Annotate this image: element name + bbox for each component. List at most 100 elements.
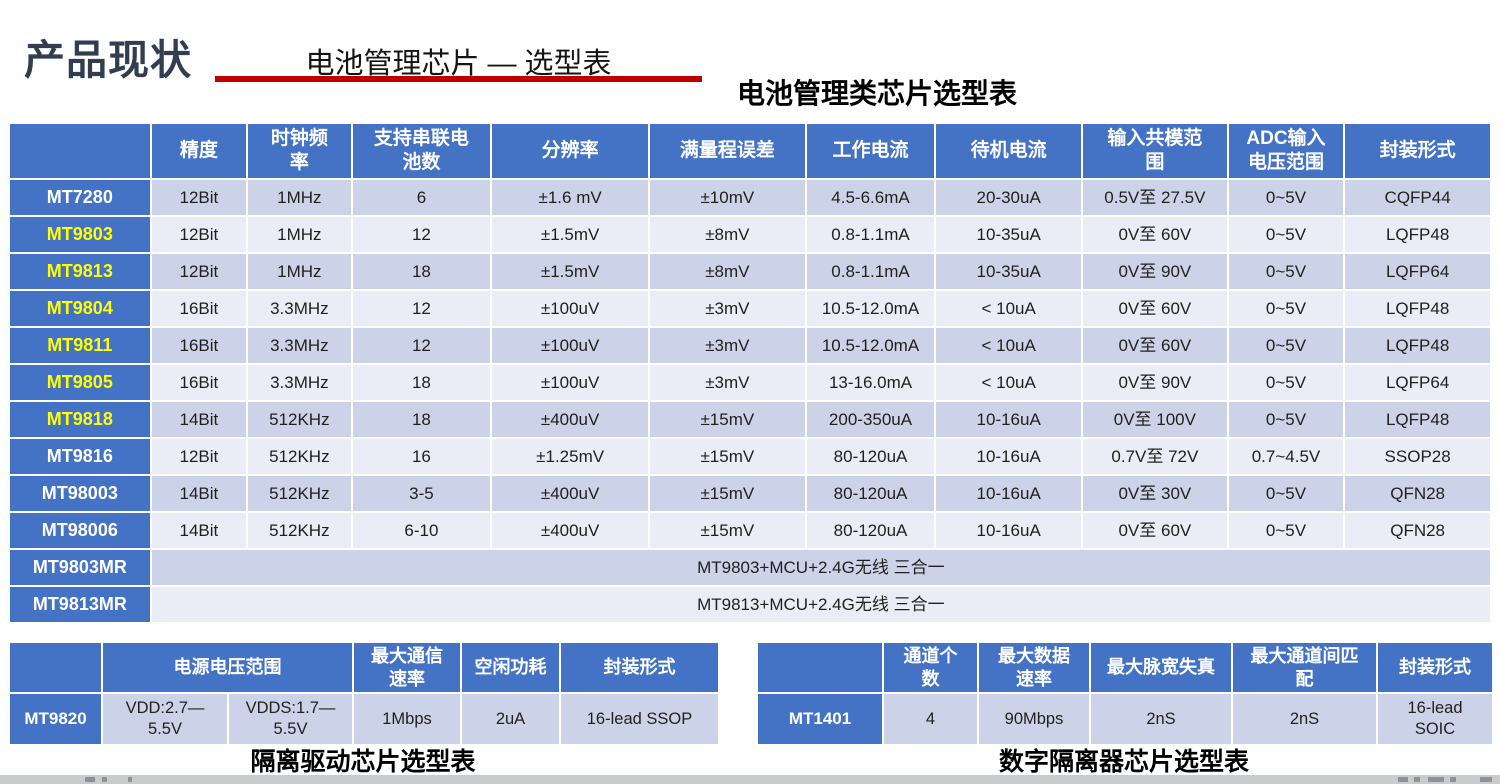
column-header: 最大通道间匹 配 — [1231, 641, 1378, 694]
table-cell: 90Mbps — [977, 692, 1091, 746]
table-row: MT9811 16Bit 3.3MHz 12 ±100uV ±3mV 10.5-12.0mA… — [8, 326, 1492, 365]
table-cell: 3.3MHz — [246, 289, 353, 328]
table-cell: VDD:2.7— 5.5V — [101, 692, 229, 746]
table-cell: 0V至 60V — [1081, 511, 1229, 550]
table-cell: LQFP64 — [1343, 363, 1492, 402]
column-header: 封装形式 — [1376, 641, 1494, 694]
column-header: ADC输入 电压范围 — [1226, 122, 1346, 180]
window-edge-mark — [1414, 777, 1420, 782]
column-header: 电源电压范围 — [101, 641, 354, 694]
table-cell: 6 — [350, 178, 493, 217]
table-row: MT7280 12Bit 1MHz 6 ±1.6 mV ±10mV 4.5-6.6mA 20-… — [8, 178, 1492, 217]
table-cell: 3-5 — [350, 474, 493, 513]
page-title: 产品现状 — [24, 37, 192, 83]
table-cell: 0.7~4.5V — [1226, 437, 1346, 476]
table-cell: 18 — [350, 252, 493, 291]
table-row: MT9813 12Bit 1MHz 18 ±1.5mV ±8mV 0.8-1.1mA 10-3… — [8, 252, 1492, 291]
table-cell: 14Bit — [149, 400, 249, 439]
table-cell: 10.5-12.0mA — [804, 289, 937, 328]
column-header: 封装形式 — [559, 641, 720, 694]
header-row: 电源电压范围 最大通信 速率 空闲功耗 封装形式 — [8, 641, 720, 694]
red-underline-bar — [215, 76, 702, 82]
table-cell: ±15mV — [647, 474, 807, 513]
column-header: 通道个 数 — [882, 641, 979, 694]
table-cell: 0~5V — [1226, 511, 1346, 550]
column-header: 空闲功耗 — [460, 641, 561, 694]
row-label: MT9804 — [8, 289, 152, 328]
table-cell: < 10uA — [934, 363, 1084, 402]
table-cell: ±10mV — [647, 178, 807, 217]
table-cell: 10-16uA — [934, 511, 1084, 550]
column-header: 最大数据 速率 — [977, 641, 1091, 694]
table-cell: 0~5V — [1226, 252, 1346, 291]
table-cell: 0~5V — [1226, 289, 1346, 328]
table-cell: 12Bit — [149, 437, 249, 476]
table-cell: 10-16uA — [934, 437, 1084, 476]
column-header: 待机电流 — [934, 122, 1084, 180]
table-cell: ±15mV — [647, 437, 807, 476]
table-cell: ±1.25mV — [490, 437, 650, 476]
row-label: MT9803 — [8, 215, 152, 254]
table-cell: CQFP44 — [1343, 178, 1492, 217]
table-cell: 12 — [350, 289, 493, 328]
window-edge-mark — [1450, 777, 1456, 782]
table-cell: < 10uA — [934, 326, 1084, 365]
table-cell: 0V至 90V — [1081, 363, 1229, 402]
table-cell: 0V至 30V — [1081, 474, 1229, 513]
table-cell: VDDS:1.7— 5.5V — [227, 692, 354, 746]
row-label: MT9820 — [8, 692, 103, 746]
table-cell: 1MHz — [246, 215, 353, 254]
table-cell: 10-35uA — [934, 215, 1084, 254]
table-cell: ±15mV — [647, 511, 807, 550]
merged-table-row: MT9813MR MT9813+MCU+2.4G无线 三合一 — [8, 585, 1493, 624]
table-cell: LQFP64 — [1343, 252, 1492, 291]
table-cell: 0.8-1.1mA — [804, 252, 937, 291]
table-cell: 512KHz — [246, 437, 353, 476]
row-label: MT9813 — [8, 252, 152, 291]
table-cell: 0~5V — [1226, 400, 1346, 439]
table-cell: 0.7V至 72V — [1081, 437, 1229, 476]
section-subtitle: 电池管理芯片 — 选型表 — [305, 48, 612, 80]
table-cell: 10-35uA — [934, 252, 1084, 291]
table-cell: ±400uV — [490, 474, 650, 513]
table-cell: ±100uV — [490, 363, 650, 402]
table-cell: 2nS — [1231, 692, 1378, 746]
table-cell: 0V至 90V — [1081, 252, 1229, 291]
table-cell: 12Bit — [149, 215, 249, 254]
column-header: 时钟频 率 — [246, 122, 353, 180]
table-cell: 512KHz — [246, 474, 353, 513]
table-cell: 14Bit — [149, 511, 249, 550]
table-cell: LQFP48 — [1343, 289, 1492, 328]
left-table-body: MT9820 VDD:2.7— 5.5V VDDS:1.7— 5.5V 1Mbps 2u… — [8, 692, 720, 746]
table-cell: 0.5V至 27.5V — [1081, 178, 1229, 217]
table-cell: 2uA — [460, 692, 561, 746]
row-label: MT9803MR — [8, 548, 152, 587]
left-table-head: 电源电压范围 最大通信 速率 空闲功耗 封装形式 — [8, 641, 720, 694]
row-label: MT9811 — [8, 326, 152, 365]
table-cell: 18 — [350, 400, 493, 439]
merged-row-text: MT9813+MCU+2.4G无线 三合一 — [149, 585, 1493, 624]
table-cell: SSOP28 — [1343, 437, 1492, 476]
bottom-window-edge — [0, 775, 1500, 784]
table-row: MT9805 16Bit 3.3MHz 18 ±100uV ±3mV 13-16.0mA < … — [8, 363, 1492, 402]
table-cell: ±3mV — [647, 363, 807, 402]
table-cell: < 10uA — [934, 289, 1084, 328]
table-cell: 0~5V — [1226, 178, 1346, 217]
table-row: MT9804 16Bit 3.3MHz 12 ±100uV ±3mV 10.5-12.0mA… — [8, 289, 1492, 328]
isolated-driver-caption: 隔离驱动芯片选型表 — [250, 748, 476, 776]
table-cell: 16Bit — [149, 363, 249, 402]
table-cell: 0V至 60V — [1081, 215, 1229, 254]
table-cell: 16Bit — [149, 326, 249, 365]
table-cell: ±8mV — [647, 252, 807, 291]
row-label: MT98003 — [8, 474, 152, 513]
header-row: 通道个 数最大数据 速率 最大脉宽失真 最大通道间匹 配封装形式 — [756, 641, 1494, 694]
table-cell: 0V至 60V — [1081, 289, 1229, 328]
merged-row-text: MT9803+MCU+2.4G无线 三合一 — [149, 548, 1493, 587]
merged-table-row: MT9803MR MT9803+MCU+2.4G无线 三合一 — [8, 548, 1493, 587]
table-cell: 20-30uA — [934, 178, 1084, 217]
table-row: MT9803 12Bit 1MHz 12 ±1.5mV ±8mV 0.8-1.1mA 10-3… — [8, 215, 1492, 254]
table-cell: 16Bit — [149, 289, 249, 328]
digital-isolator-caption: 数字隔离器芯片选型表 — [998, 748, 1249, 776]
table-cell: ±3mV — [647, 326, 807, 365]
